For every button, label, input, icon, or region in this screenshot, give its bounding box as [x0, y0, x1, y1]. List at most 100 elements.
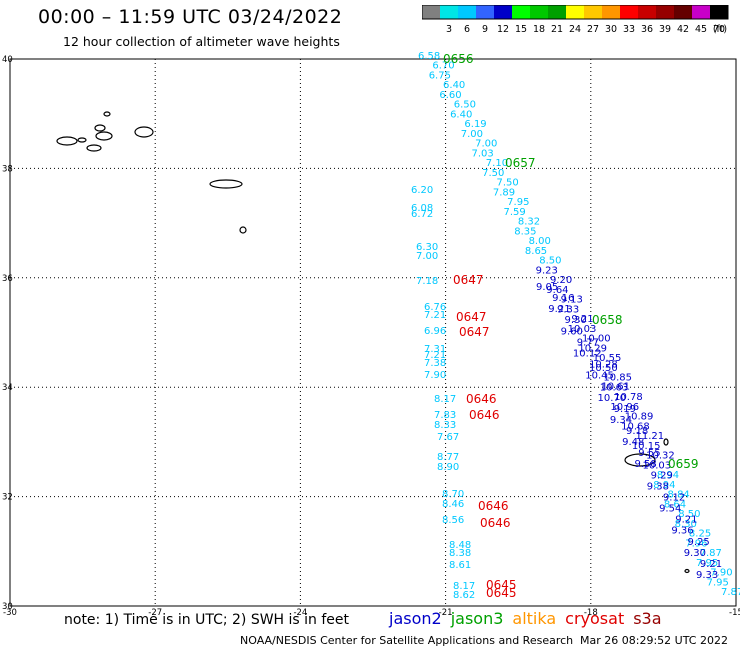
altika-wave-height: 9.21 — [571, 314, 593, 325]
altika-wave-height: 7.95 — [696, 558, 718, 569]
altika-wave-height: 6.19 — [464, 119, 486, 130]
satellite-legend: jason2 jason3 altika cryosat s3a — [389, 609, 671, 628]
island-outline — [624, 453, 656, 467]
altika-wave-height: 8.25 — [689, 529, 711, 540]
latitude-label: 36 — [2, 274, 13, 284]
altika-wave-height: 10.78 — [614, 392, 643, 403]
color-swatch — [638, 5, 656, 19]
color-bar-unit: (ft) — [713, 24, 727, 35]
latitude-label: 40 — [2, 55, 13, 65]
jason3-wave-height: 7.67 — [437, 432, 459, 443]
color-swatch — [530, 5, 548, 19]
altika-wave-height: 8.00 — [529, 236, 551, 247]
cryosat-time-label: 0646 — [480, 516, 511, 530]
jason2-wave-height: 9.25 — [688, 537, 710, 548]
altika-wave-height: 7.50 — [482, 168, 504, 179]
latitude-label: 34 — [2, 383, 13, 393]
altika-wave-height: 10.00 — [582, 334, 611, 345]
color-swatch — [422, 5, 440, 19]
altika-time-label: 0658 — [592, 313, 623, 327]
color-bar-label: 39 — [659, 24, 671, 35]
jason3-wave-height: 6.20 — [411, 185, 433, 196]
altika-wave-height: 8.65 — [525, 246, 547, 257]
jason2-wave-height: 10.61 — [601, 382, 630, 393]
island-outline — [209, 179, 243, 189]
color-bar-label: 15 — [515, 24, 527, 35]
island-outline — [239, 226, 247, 234]
jason2-wave-height: 9.30 — [564, 315, 586, 326]
altika-wave-height: 7.95 — [507, 197, 529, 208]
jason2-wave-height: 9.48 — [622, 437, 644, 448]
color-bar-label: 36 — [641, 24, 653, 35]
island-outline — [86, 144, 102, 152]
credit-line: NOAA/NESDIS Center for Satellite Applica… — [240, 634, 574, 647]
jason3-wave-height: 8.77 — [437, 452, 459, 463]
longitude-label: -18 — [584, 608, 598, 618]
altika-wave-height: 7.00 — [461, 129, 483, 140]
jason3-wave-height: 8.17 — [434, 394, 456, 405]
jason3-wave-height: 6.76 — [424, 302, 446, 313]
cryosat-time-label: 0647 — [456, 310, 487, 324]
altika-wave-height: 6.60 — [439, 90, 461, 101]
altika-wave-height: 6.58 — [418, 51, 440, 62]
jason2-wave-height: 9.16 — [552, 293, 574, 304]
color-bar-label: 24 — [569, 24, 581, 35]
altika-wave-height: 10.29 — [578, 343, 607, 354]
altika-wave-height: 7.96 — [685, 538, 707, 549]
altika-wave-height: 8.94 — [653, 480, 675, 491]
altika-wave-height: 8.64 — [664, 499, 686, 510]
jason3-wave-height: 8.38 — [449, 548, 471, 559]
altika-wave-height: 7.89 — [493, 187, 515, 198]
jason3-wave-height: 7.31 — [424, 344, 446, 355]
cryosat-time-label: 0646 — [469, 408, 500, 422]
page-title: 00:00 – 11:59 UTC 03/24/2022 — [38, 6, 343, 28]
color-bar-label: 30 — [605, 24, 617, 35]
jason3-wave-height: 7.00 — [416, 251, 438, 262]
jason2-wave-height: 10.28 — [589, 360, 618, 371]
color-swatch — [620, 5, 638, 19]
altika-wave-height: 8.94 — [657, 470, 679, 481]
jason3-wave-height: 8.17 — [453, 581, 475, 592]
color-swatch — [656, 5, 674, 19]
color-swatch — [602, 5, 620, 19]
color-scale-bar: 3 6 9 12 15 18 21 24 27 30 33 36 39 42 45 70(ft) — [422, 5, 729, 35]
jason2-wave-height: 9.12 — [663, 492, 685, 503]
altika-wave-height: 6.40 — [450, 109, 472, 120]
jason2-wave-height: 9.18 — [626, 426, 648, 437]
longitude-label: -21 — [439, 608, 453, 618]
footer-note: note: 1) Time is in UTC; 2) SWH is in fe… — [64, 612, 350, 628]
altika-wave-height: 7.03 — [471, 148, 493, 159]
jason2-wave-height: 9.38 — [647, 481, 669, 492]
altika-wave-height: 7.87 — [721, 587, 740, 598]
color-bar-label: 6 — [464, 24, 470, 35]
jason2-wave-height: 10.12 — [573, 348, 602, 359]
cryosat-time-label: 0647 — [453, 273, 484, 287]
jason2-wave-height: 9.34 — [610, 415, 632, 426]
altika-wave-height: 10.63 — [600, 382, 629, 393]
altika-wave-height: 8.50 — [539, 256, 561, 267]
longitude-label: -15 — [729, 608, 740, 618]
altika-wave-height: 10.15 — [632, 441, 661, 452]
jason2-wave-height: 9.30 — [684, 548, 706, 559]
altika-wave-height: 10.03 — [568, 324, 597, 335]
cryosat-time-label: 0646 — [478, 499, 509, 513]
jason2-wave-height: 9.21 — [700, 559, 722, 570]
color-swatch — [584, 5, 602, 19]
color-bar-label: 27 — [587, 24, 599, 35]
jason3-wave-height: 8.56 — [442, 515, 464, 526]
altika-wave-height: 8.30 — [675, 519, 697, 530]
jason3-wave-height: 6.30 — [416, 242, 438, 253]
latitude-label: 32 — [2, 493, 13, 503]
island-outline — [94, 124, 106, 132]
jason3-wave-height: 8.70 — [442, 489, 464, 500]
color-bar-label: 21 — [551, 24, 563, 35]
altika-wave-height: 9.64 — [546, 285, 568, 296]
altika-wave-height: 10.50 — [589, 363, 618, 374]
altika-wave-height: 8.35 — [514, 226, 536, 237]
altika-wave-height: 7.50 — [496, 178, 518, 189]
jason3-wave-height: 8.46 — [442, 499, 464, 510]
jason2-wave-height: 9.33 — [696, 570, 718, 581]
legend-item-jason3: jason3 — [450, 609, 504, 628]
altika-time-label: 0657 — [505, 156, 536, 170]
jason2-wave-height: 10.70 — [598, 393, 627, 404]
